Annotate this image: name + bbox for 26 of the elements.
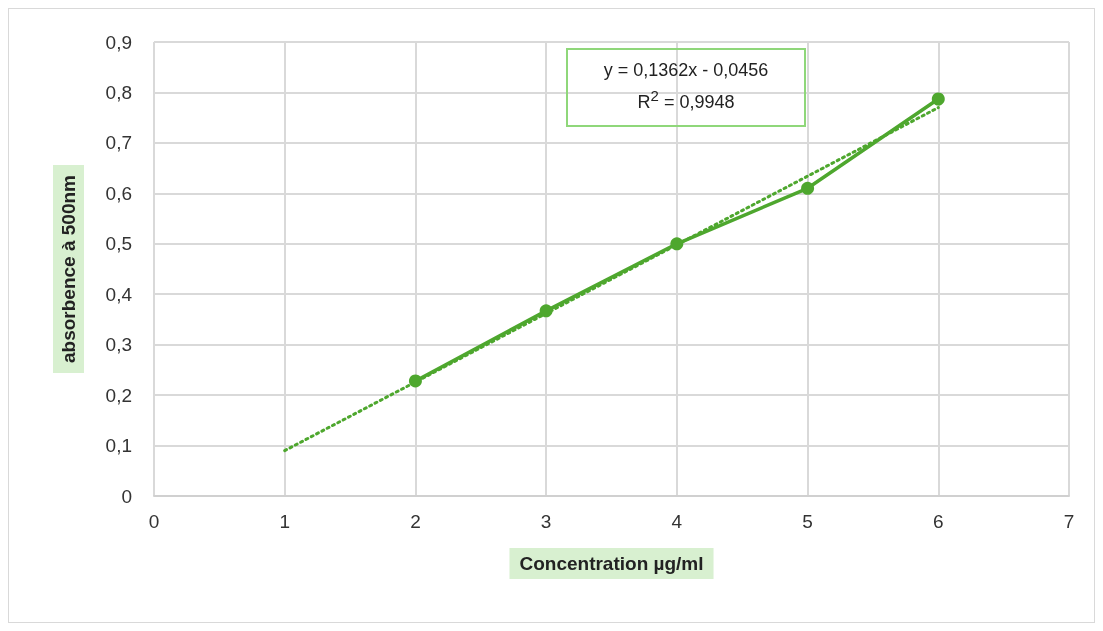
point — [408, 374, 422, 388]
y-tick-label: 0,2 — [105, 384, 132, 406]
x-tick-label: 6 — [933, 511, 944, 532]
point — [801, 181, 815, 195]
y-tick-label: 0,9 — [105, 31, 132, 53]
point — [539, 304, 553, 318]
y-tick-label: 0,5 — [105, 233, 132, 255]
x-tick-label: 3 — [540, 511, 552, 532]
point — [931, 92, 945, 106]
x-tick-label: 1 — [279, 511, 290, 532]
annotation: y = 0,1362x - 0,0456 R$^{2}$ = 0,9948 — [602, 59, 770, 114]
y-tick-label: 0,7 — [105, 132, 132, 154]
x-tick-label: 0 — [148, 511, 160, 532]
y-tick-label: 0,3 — [105, 334, 132, 356]
y-tick-label: 0,1 — [105, 435, 132, 457]
y-tick-label: 0,8 — [105, 81, 132, 103]
y-tick-label: 0,4 — [105, 283, 133, 305]
y-tick-label: 0,6 — [105, 182, 132, 204]
y-tick-label: 0 — [121, 485, 132, 507]
x-axis-title: Concentration µg/ml — [519, 553, 704, 574]
x-tick-label: 4 — [671, 511, 683, 532]
x-tick-label: 7 — [1063, 511, 1075, 532]
point — [670, 237, 684, 251]
x-tick-label: 2 — [410, 511, 421, 532]
x-tick-label: 5 — [802, 511, 813, 532]
y-axis-title: absorbence à 500nm — [58, 175, 79, 363]
